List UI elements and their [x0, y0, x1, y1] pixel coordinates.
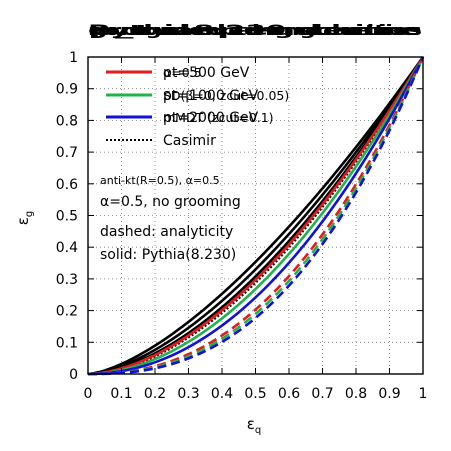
y-tick-label: 0.1 — [56, 335, 78, 351]
legend-label-0-1: α=0.5 — [163, 65, 202, 80]
legend-label-0-0: pt=500 GeV — [163, 65, 250, 81]
y-tick-label: 0.3 — [56, 272, 78, 288]
annotation-1: α=0.5, no grooming — [100, 194, 241, 210]
x-tick-label: 0.3 — [177, 386, 199, 402]
legend-label-1-1: SD(β=0, zcut=0.05) — [163, 88, 289, 103]
legend-label-2-1: mMDT (zcut=0.1) — [163, 110, 274, 125]
y-tick-label: 0.6 — [56, 177, 78, 193]
series-curve-5 — [87, 56, 425, 376]
legend-label-2-0: pt=2000 GeV — [163, 110, 259, 126]
x-tick-label: 0.7 — [311, 386, 333, 402]
chart-title-2: p_t dependence — [88, 23, 422, 39]
y-tick-label: 0.7 — [56, 145, 78, 161]
x-tick-label: 0.5 — [244, 386, 266, 402]
chart-title-1: non-groomed angularities — [88, 23, 422, 39]
annotation-0: anti-kt(R=0.5), α=0.5 — [100, 174, 220, 187]
series-curve-6 — [87, 56, 425, 376]
x-tick-label: 0.9 — [378, 386, 400, 402]
annotations: anti-kt(R=0.5), α=0.5 α=0.5, no grooming d… — [100, 174, 241, 263]
series-curve-0 — [87, 56, 425, 376]
legend-label-3-0: Casimir — [163, 133, 216, 149]
chart-title-0: groomed angularities — [88, 23, 422, 39]
y-tick-label: 0 — [69, 367, 78, 383]
x-tick-label: 1 — [419, 386, 428, 402]
curves-group — [87, 56, 425, 376]
x-tick-label: 0 — [84, 386, 93, 402]
annotation-2: dashed: analyticity — [100, 224, 233, 240]
legend-label-1-0: pt=1000 GeV — [163, 88, 259, 104]
y-tick-label: 1 — [69, 50, 78, 66]
series-curve-9 — [87, 56, 425, 376]
y-tick-label: 0.9 — [56, 82, 78, 98]
y-tick-label: 0.4 — [56, 240, 78, 256]
grid-lines — [88, 57, 423, 374]
x-tick-label: 0.4 — [211, 386, 233, 402]
x-tick-label: 0.2 — [144, 386, 166, 402]
annotation-3: solid: Pythia(8.230) — [100, 247, 236, 263]
y-axis-label: εg — [14, 211, 35, 225]
y-tick-label: 0.5 — [56, 209, 78, 225]
y-tick-label: 0.8 — [56, 113, 78, 129]
axis-ticks: 0 0.1 0.2 0.3 0.4 0.5 0.6 0.7 0.8 0.9 1 0 0.1 0.2 0.3 0… — [56, 50, 428, 402]
x-tick-label: 0.8 — [345, 386, 367, 402]
x-tick-label: 0.6 — [278, 386, 300, 402]
x-tick-label: 0.1 — [110, 386, 132, 402]
series-curve-1 — [87, 56, 425, 376]
series-curve-4 — [87, 56, 425, 376]
y-tick-label: 0.2 — [56, 304, 78, 320]
chart-title-3: Pythia8.230 scheme — [88, 23, 422, 39]
x-axis-label: εq — [247, 415, 261, 436]
